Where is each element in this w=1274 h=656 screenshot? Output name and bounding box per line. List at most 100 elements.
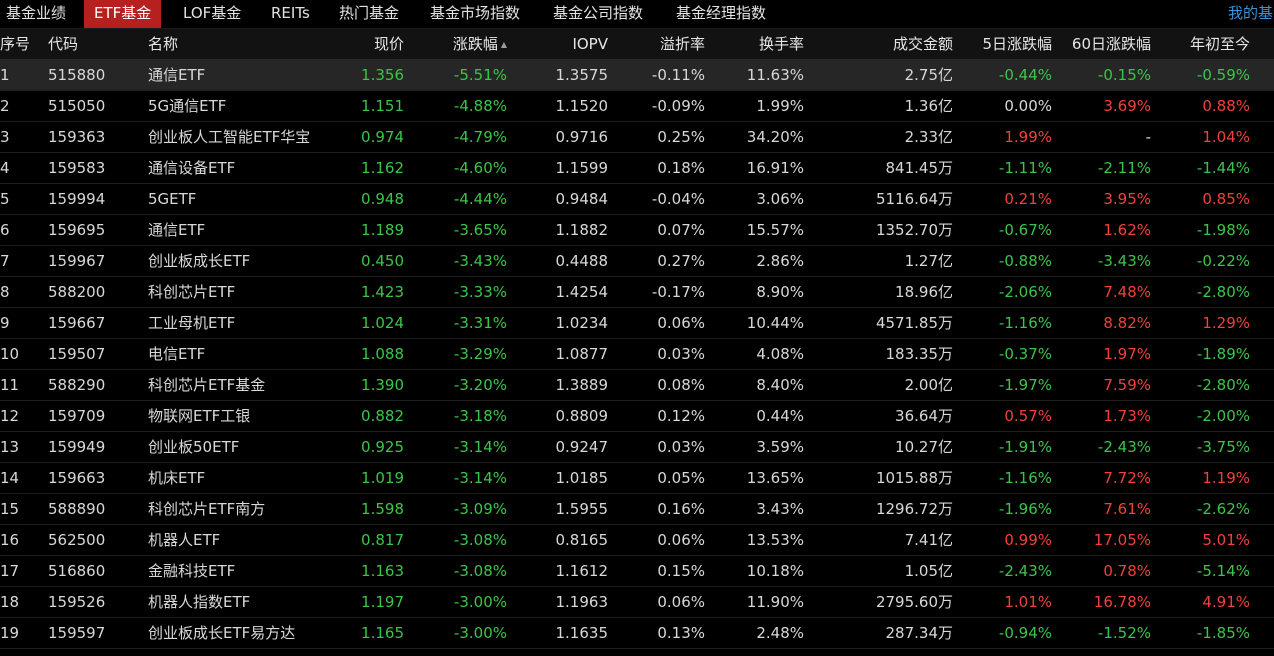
cell-code: 159967 [48,252,106,270]
table-row[interactable]: 15 588890 科创芯片ETF南方 1.598 -3.09% 1.5955 0.16% 3… [0,494,1274,525]
table-row[interactable]: 6 159695 通信ETF 1.189 -3.65% 1.1882 0.07% 15.57%… [0,215,1274,246]
cell-turnover: 13.65% [746,469,804,487]
table-row[interactable]: 8 588200 科创芯片ETF 1.423 -3.33% 1.4254 -0.17% 8.9… [0,277,1274,308]
tab-hot-funds[interactable]: 热门基金 [339,4,400,22]
cell-index: 17 [0,562,20,580]
table-row[interactable]: 12 159709 物联网ETF工银 0.882 -3.18% 0.8809 0.12% 0.… [0,401,1274,432]
cell-ytd-change: -2.80% [1196,376,1250,394]
cell-ytd-change: -2.62% [1196,500,1250,518]
header-code[interactable]: 代码 [48,35,79,53]
table-row[interactable]: 13 159949 创业板50ETF 0.925 -3.14% 0.9247 0.03% 3.… [0,432,1274,463]
cell-iopv: 1.5955 [555,500,609,518]
cell-ytd-change: 5.01% [1202,531,1250,549]
cell-60day-change: 7.48% [1103,283,1151,301]
table-row[interactable]: 3 159363 创业板人工智能ETF华宝 0.974 -4.79% 0.9716 0.25… [0,122,1274,153]
tab-fund-company-index[interactable]: 基金公司指数 [553,4,644,22]
cell-price: 1.598 [361,500,404,518]
cell-turnover: 3.59% [756,438,804,456]
table-row[interactable]: 9 159667 工业母机ETF 1.024 -3.31% 1.0234 0.06% 10.4… [0,308,1274,339]
cell-price: 1.024 [361,314,404,332]
cell-name: 创业板50ETF [148,438,240,456]
cell-code: 515050 [48,97,106,115]
cell-5day-change: 0.21% [1004,190,1052,208]
header-amount[interactable]: 成交金额 [892,35,953,53]
header-turnover[interactable]: 换手率 [758,35,804,53]
header-index[interactable]: 序号 [0,35,31,53]
cell-5day-change: 0.99% [1004,531,1052,549]
my-funds-link[interactable]: 我的基金 [1228,4,1274,22]
table-row[interactable]: 5 159994 5GETF 0.948 -4.44% 0.9484 -0.04% 3.06%… [0,184,1274,215]
header-iopv[interactable]: IOPV [572,35,608,53]
header-price[interactable]: 现价 [373,35,404,53]
cell-index: 4 [0,159,10,177]
table-row[interactable]: 19 159597 创业板成长ETF易方达 1.165 -3.00% 1.1635 0.13… [0,618,1274,649]
tab-lof-fund[interactable]: LOF基金 [183,4,242,22]
cell-premium: -0.11% [651,66,705,84]
cell-60day-change: 1.62% [1103,221,1151,239]
cell-amount: 1.27亿 [904,252,953,270]
cell-index: 14 [0,469,20,487]
table-row[interactable]: 17 516860 金融科技ETF 1.163 -3.08% 1.1612 0.15% 10.… [0,556,1274,587]
cell-code: 159994 [48,190,106,208]
cell-5day-change: -1.96% [998,500,1052,518]
table-row[interactable]: 4 159583 通信设备ETF 1.162 -4.60% 1.1599 0.18% 16.9… [0,153,1274,184]
cell-index: 3 [0,128,10,146]
sort-ascending-icon[interactable]: ▲ [500,40,507,49]
table-row[interactable]: 18 159526 机器人指数ETF 1.197 -3.00% 1.1963 0.06% 11… [0,587,1274,618]
table-row[interactable]: 1 515880 通信ETF 1.356 -5.51% 1.3575 -0.11% 11.63… [0,60,1274,91]
cell-premium: -0.17% [651,283,705,301]
table-row[interactable]: 7 159967 创业板成长ETF 0.450 -3.43% 0.4488 0.27% 2.8… [0,246,1274,277]
table-row[interactable]: 11 588290 科创芯片ETF基金 1.390 -3.20% 1.3889 0.08% 8… [0,370,1274,401]
cell-iopv: 0.9716 [555,128,609,146]
cell-5day-change: -0.44% [998,66,1052,84]
cell-ytd-change: -2.00% [1196,407,1250,425]
cell-60day-change: 3.95% [1103,190,1151,208]
cell-turnover: 11.63% [746,66,804,84]
tab-fund-performance[interactable]: 基金业绩 [6,4,67,22]
cell-price: 1.088 [361,345,404,363]
cell-index: 6 [0,221,10,239]
header-change[interactable]: 涨跌幅 ▲ [410,29,507,59]
cell-turnover: 8.40% [756,376,804,394]
header-5day-change[interactable]: 5日涨跌幅 [982,35,1052,53]
cell-code: 159526 [48,593,106,611]
cell-turnover: 1.99% [756,97,804,115]
tab-fund-manager-index[interactable]: 基金经理指数 [676,4,767,22]
cell-change: -3.14% [453,438,507,456]
table-row[interactable]: 2 515050 5G通信ETF 1.151 -4.88% 1.1520 -0.09% 1.9… [0,91,1274,122]
cell-price: 1.356 [361,66,404,84]
cell-index: 10 [0,345,20,363]
cell-code: 159507 [48,345,106,363]
header-ytd-change[interactable]: 年初至今 [1189,35,1250,53]
cell-premium: 0.12% [657,407,705,425]
cell-amount: 287.34万 [885,624,954,642]
cell-60day-change: -0.15% [1097,66,1151,84]
cell-ytd-change: 1.29% [1202,314,1250,332]
header-60day-change[interactable]: 60日涨跌幅 [1071,35,1151,53]
table-row[interactable]: 14 159663 机床ETF 1.019 -3.14% 1.0185 0.05% 13.65… [0,463,1274,494]
table-row[interactable]: 10 159507 电信ETF 1.088 -3.29% 1.0877 0.03% 4.08%… [0,339,1274,370]
header-name[interactable]: 名称 [148,35,179,53]
cell-ytd-change: -3.75% [1196,438,1250,456]
cell-iopv: 1.0877 [555,345,609,363]
cell-price: 0.925 [361,438,404,456]
cell-code: 159663 [48,469,106,487]
cell-amount: 1015.88万 [875,469,953,487]
cell-index: 11 [0,376,20,394]
cell-amount: 7.41亿 [904,531,953,549]
cell-change: -3.00% [453,624,507,642]
cell-turnover: 8.90% [756,283,804,301]
tab-etf-fund[interactable]: ETF基金 [84,0,162,28]
cell-name: 机器人ETF [148,531,221,549]
table-row[interactable]: 16 562500 机器人ETF 0.817 -3.08% 0.8165 0.06% 13.5… [0,525,1274,556]
header-premium[interactable]: 溢折率 [659,35,705,53]
cell-turnover: 10.44% [746,314,804,332]
tab-fund-market-index[interactable]: 基金市场指数 [430,4,521,22]
cell-premium: 0.06% [657,593,705,611]
tab-reits[interactable]: REITs [271,4,310,22]
cell-60day-change: 3.69% [1103,97,1151,115]
cell-price: 1.197 [361,593,404,611]
cell-index: 12 [0,407,20,425]
cell-60day-change: -3.43% [1097,252,1151,270]
cell-name: 创业板人工智能ETF华宝 [148,128,310,146]
